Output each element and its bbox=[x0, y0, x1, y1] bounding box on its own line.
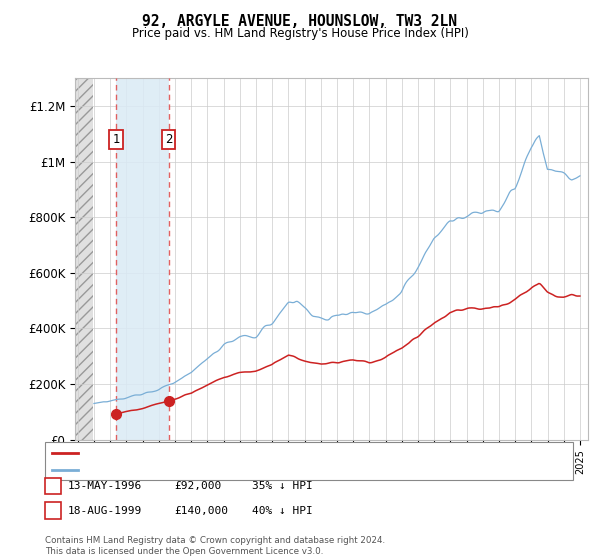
Text: Price paid vs. HM Land Registry's House Price Index (HPI): Price paid vs. HM Land Registry's House … bbox=[131, 27, 469, 40]
Text: 92, ARGYLE AVENUE, HOUNSLOW, TW3 2LN (detached house): 92, ARGYLE AVENUE, HOUNSLOW, TW3 2LN (de… bbox=[81, 447, 419, 458]
Bar bbox=[75, 78, 92, 440]
Text: 2: 2 bbox=[165, 133, 173, 146]
Text: 1: 1 bbox=[112, 133, 120, 146]
Text: 92, ARGYLE AVENUE, HOUNSLOW, TW3 2LN: 92, ARGYLE AVENUE, HOUNSLOW, TW3 2LN bbox=[143, 14, 458, 29]
Text: HPI: Average price, detached house, Hounslow: HPI: Average price, detached house, Houn… bbox=[81, 465, 337, 475]
Text: 35% ↓ HPI: 35% ↓ HPI bbox=[252, 481, 313, 491]
Text: 1: 1 bbox=[49, 481, 56, 491]
Text: £92,000: £92,000 bbox=[174, 481, 221, 491]
Text: 2: 2 bbox=[49, 506, 56, 516]
Text: 18-AUG-1999: 18-AUG-1999 bbox=[68, 506, 142, 516]
Text: 13-MAY-1996: 13-MAY-1996 bbox=[68, 481, 142, 491]
Bar bbox=[116, 78, 169, 440]
Text: Contains HM Land Registry data © Crown copyright and database right 2024.
This d: Contains HM Land Registry data © Crown c… bbox=[45, 536, 385, 556]
Text: 40% ↓ HPI: 40% ↓ HPI bbox=[252, 506, 313, 516]
Text: £140,000: £140,000 bbox=[174, 506, 228, 516]
